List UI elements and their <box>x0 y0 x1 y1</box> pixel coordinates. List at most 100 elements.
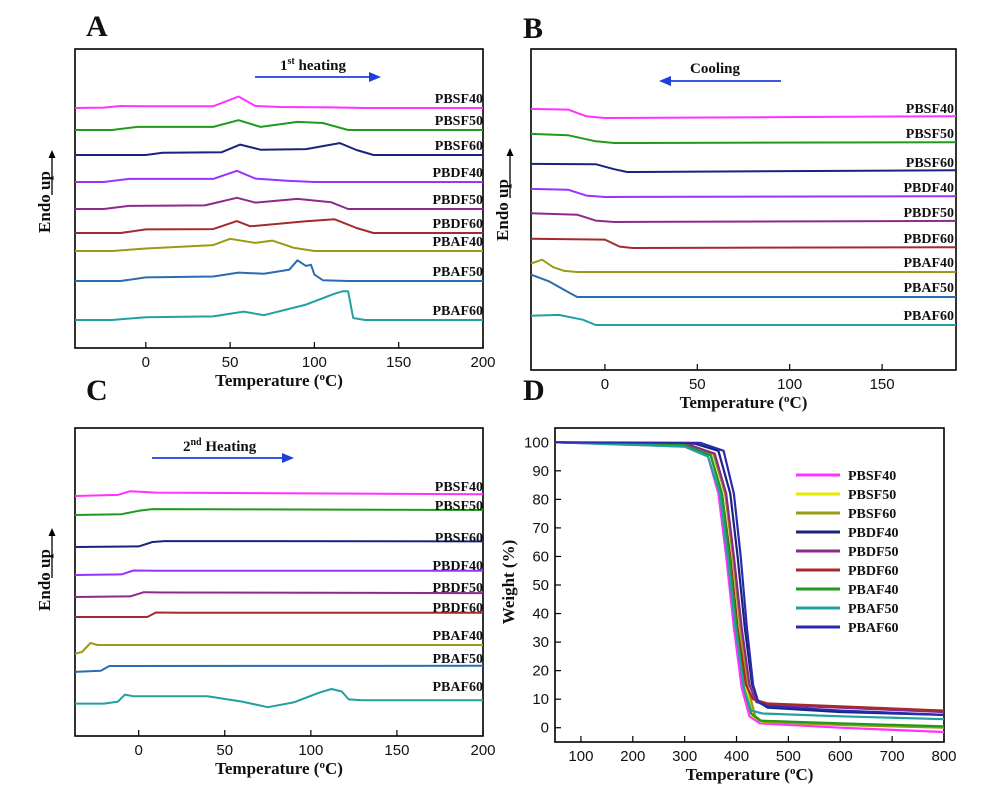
x-tick-label: 150 <box>870 376 895 393</box>
y-axis-title: Weight (%) <box>499 540 518 625</box>
y-axis-title: Endo up <box>35 171 54 233</box>
series-label-pbdf60: PBDF60 <box>432 217 483 232</box>
legend-label: PBSF50 <box>848 488 896 503</box>
x-tick-label: 200 <box>620 748 645 765</box>
x-tick-label: 700 <box>880 748 905 765</box>
series-label-pbaf50: PBAF50 <box>432 652 483 667</box>
series-line-pbdf40 <box>530 187 957 198</box>
y-axis-title: Endo up <box>35 549 54 611</box>
series-line-pbdf40 <box>74 569 483 576</box>
annotation-c: 2nd Heating <box>152 437 294 463</box>
series-label-pbdf40: PBDF40 <box>432 166 483 181</box>
x-tick-label: 100 <box>777 376 802 393</box>
panel-letter-a: A <box>86 10 108 43</box>
series-line-pbaf50 <box>75 259 483 282</box>
series-line-pbsf40 <box>74 490 484 497</box>
x-tick-label: 100 <box>568 748 593 765</box>
series-label-pbsf50: PBSF50 <box>435 499 483 514</box>
series-label-pbsf50: PBSF50 <box>435 114 483 129</box>
y-tick-label: 0 <box>541 720 549 737</box>
x-tick-label: 300 <box>672 748 697 765</box>
panel-letter-d: D <box>523 374 545 407</box>
x-tick-label: 500 <box>776 748 801 765</box>
legend-label: PBAF50 <box>848 602 899 617</box>
series-line-pbaf60 <box>554 441 945 716</box>
annotation-label: 2nd Heating <box>183 437 257 455</box>
annotation-label: 1st heating <box>280 56 346 74</box>
x-tick-label: 100 <box>298 742 323 759</box>
series-label-pbaf50: PBAF50 <box>903 281 954 296</box>
x-tick-label: 50 <box>216 742 233 759</box>
x-tick-label: 600 <box>828 748 853 765</box>
x-tick-label: 800 <box>931 748 956 765</box>
legend-label: PBDF40 <box>848 526 899 541</box>
x-tick-label: 200 <box>470 354 495 371</box>
series-label-pbsf40: PBSF40 <box>435 92 483 107</box>
series-line-pbaf50 <box>74 664 484 673</box>
y-tick-label: 30 <box>532 634 549 651</box>
x-tick-label: 0 <box>142 354 150 371</box>
plot-frame <box>74 48 484 349</box>
series-label-pbsf40: PBSF40 <box>435 480 483 495</box>
y-tick-label: 40 <box>532 606 549 623</box>
series-line-pbaf40 <box>530 258 956 273</box>
x-tick-label: 150 <box>384 742 409 759</box>
series-line-pbaf50 <box>530 273 956 298</box>
x-tick-label: 150 <box>386 354 411 371</box>
series-label-pbsf40: PBSF40 <box>906 102 954 117</box>
x-axis-title: Temperature (oC) <box>680 393 808 412</box>
series-line-pbaf60 <box>75 688 483 709</box>
legend-label: PBSF60 <box>848 507 896 522</box>
series-line-pbsf50 <box>75 119 483 131</box>
series-label-pbaf40: PBAF40 <box>432 629 483 644</box>
y-tick-label: 20 <box>532 663 549 680</box>
y-tick-label: 60 <box>532 548 549 565</box>
series-line-pbaf40 <box>75 237 483 252</box>
series-line-pbaf60 <box>530 313 956 326</box>
panel-b: B Cooling <box>523 12 781 86</box>
chart-a: 0 50 100 150 200 Temperature (oC) Endo up PBSF4… <box>35 48 496 390</box>
y-tick-label: 10 <box>532 691 549 708</box>
legend-label: PBAF60 <box>848 621 899 636</box>
series-line-pbsf50 <box>74 508 484 516</box>
x-tick-label: 200 <box>470 742 495 759</box>
endo-arrow-head <box>48 528 56 536</box>
x-axis-title: Temperature (oC) <box>215 371 343 390</box>
series-label-pbdf50: PBDF50 <box>432 193 483 208</box>
plot-frame <box>530 48 957 371</box>
series-label-pbsf60: PBSF60 <box>906 156 954 171</box>
series-line-pbdf50 <box>554 441 945 714</box>
x-tick-label: 0 <box>601 376 609 393</box>
legend-label: PBAF40 <box>848 583 899 598</box>
y-tick-label: 100 <box>524 434 549 451</box>
series-label-pbaf60: PBAF60 <box>432 304 483 319</box>
panel-a: A 1st heating <box>86 10 381 82</box>
y-tick-label: 80 <box>532 491 549 508</box>
series-line-pbaf50 <box>554 441 945 721</box>
series-label-pbsf50: PBSF50 <box>906 127 954 142</box>
annotation-arrow-head <box>659 76 671 86</box>
x-axis-title: Temperature (oC) <box>215 759 343 778</box>
y-tick-label: 70 <box>532 520 549 537</box>
annotation-arrow-head <box>369 72 381 82</box>
annotation-a: 1st heating <box>255 56 381 82</box>
x-tick-label: 0 <box>135 742 143 759</box>
endo-arrow-head <box>48 150 56 158</box>
series-line-pbdf50 <box>74 591 484 598</box>
series-label-pbsf60: PBSF60 <box>435 531 483 546</box>
series-label-pbdf60: PBDF60 <box>903 232 954 247</box>
y-tick-label: 50 <box>532 577 549 594</box>
annotation-b: Cooling <box>659 61 781 86</box>
series-line-pbdf50 <box>530 212 957 223</box>
series-line-pbdf60 <box>75 611 483 618</box>
chart-c: 0 50 100 150 200 Temperature (oC) Endo up PBSF4… <box>35 427 496 778</box>
legend-label: PBDF50 <box>848 545 899 560</box>
series-line-pbaf40 <box>74 642 483 655</box>
series-line-pbsf60 <box>74 540 484 548</box>
series-line-pbdf40 <box>75 169 483 183</box>
series-label-pbdf40: PBDF40 <box>432 559 483 574</box>
legend: PBSF40 PBSF50 PBSF60 PBDF40 PBDF50 PBDF60 PBAF… <box>796 469 899 636</box>
series-label-pbaf60: PBAF60 <box>903 309 954 324</box>
